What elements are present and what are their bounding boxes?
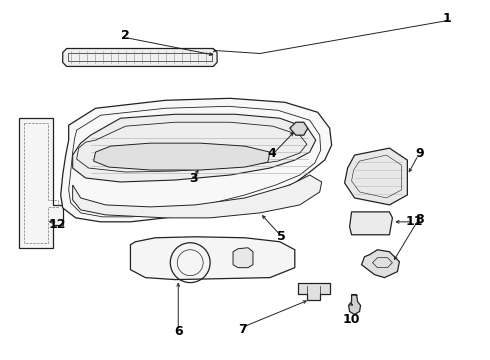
Polygon shape bbox=[61, 98, 332, 222]
Text: 11: 11 bbox=[406, 215, 423, 228]
Text: 4: 4 bbox=[268, 147, 276, 159]
Polygon shape bbox=[298, 283, 330, 300]
Polygon shape bbox=[73, 114, 316, 182]
Polygon shape bbox=[19, 118, 63, 248]
Text: 1: 1 bbox=[443, 12, 452, 25]
Polygon shape bbox=[130, 237, 295, 280]
Polygon shape bbox=[94, 143, 270, 170]
Text: 5: 5 bbox=[277, 230, 286, 243]
Text: 12: 12 bbox=[49, 218, 67, 231]
Polygon shape bbox=[63, 49, 217, 67]
Polygon shape bbox=[73, 175, 322, 218]
Text: 3: 3 bbox=[189, 171, 197, 185]
Polygon shape bbox=[233, 248, 253, 268]
Text: 2: 2 bbox=[121, 29, 130, 42]
Text: 7: 7 bbox=[238, 323, 246, 336]
Text: 6: 6 bbox=[174, 325, 183, 338]
Polygon shape bbox=[349, 212, 392, 235]
Text: 10: 10 bbox=[343, 313, 360, 326]
Text: 8: 8 bbox=[415, 213, 424, 226]
Polygon shape bbox=[348, 294, 361, 315]
Polygon shape bbox=[362, 250, 399, 278]
Text: 9: 9 bbox=[415, 147, 424, 159]
Polygon shape bbox=[290, 122, 308, 135]
Polygon shape bbox=[344, 148, 407, 205]
